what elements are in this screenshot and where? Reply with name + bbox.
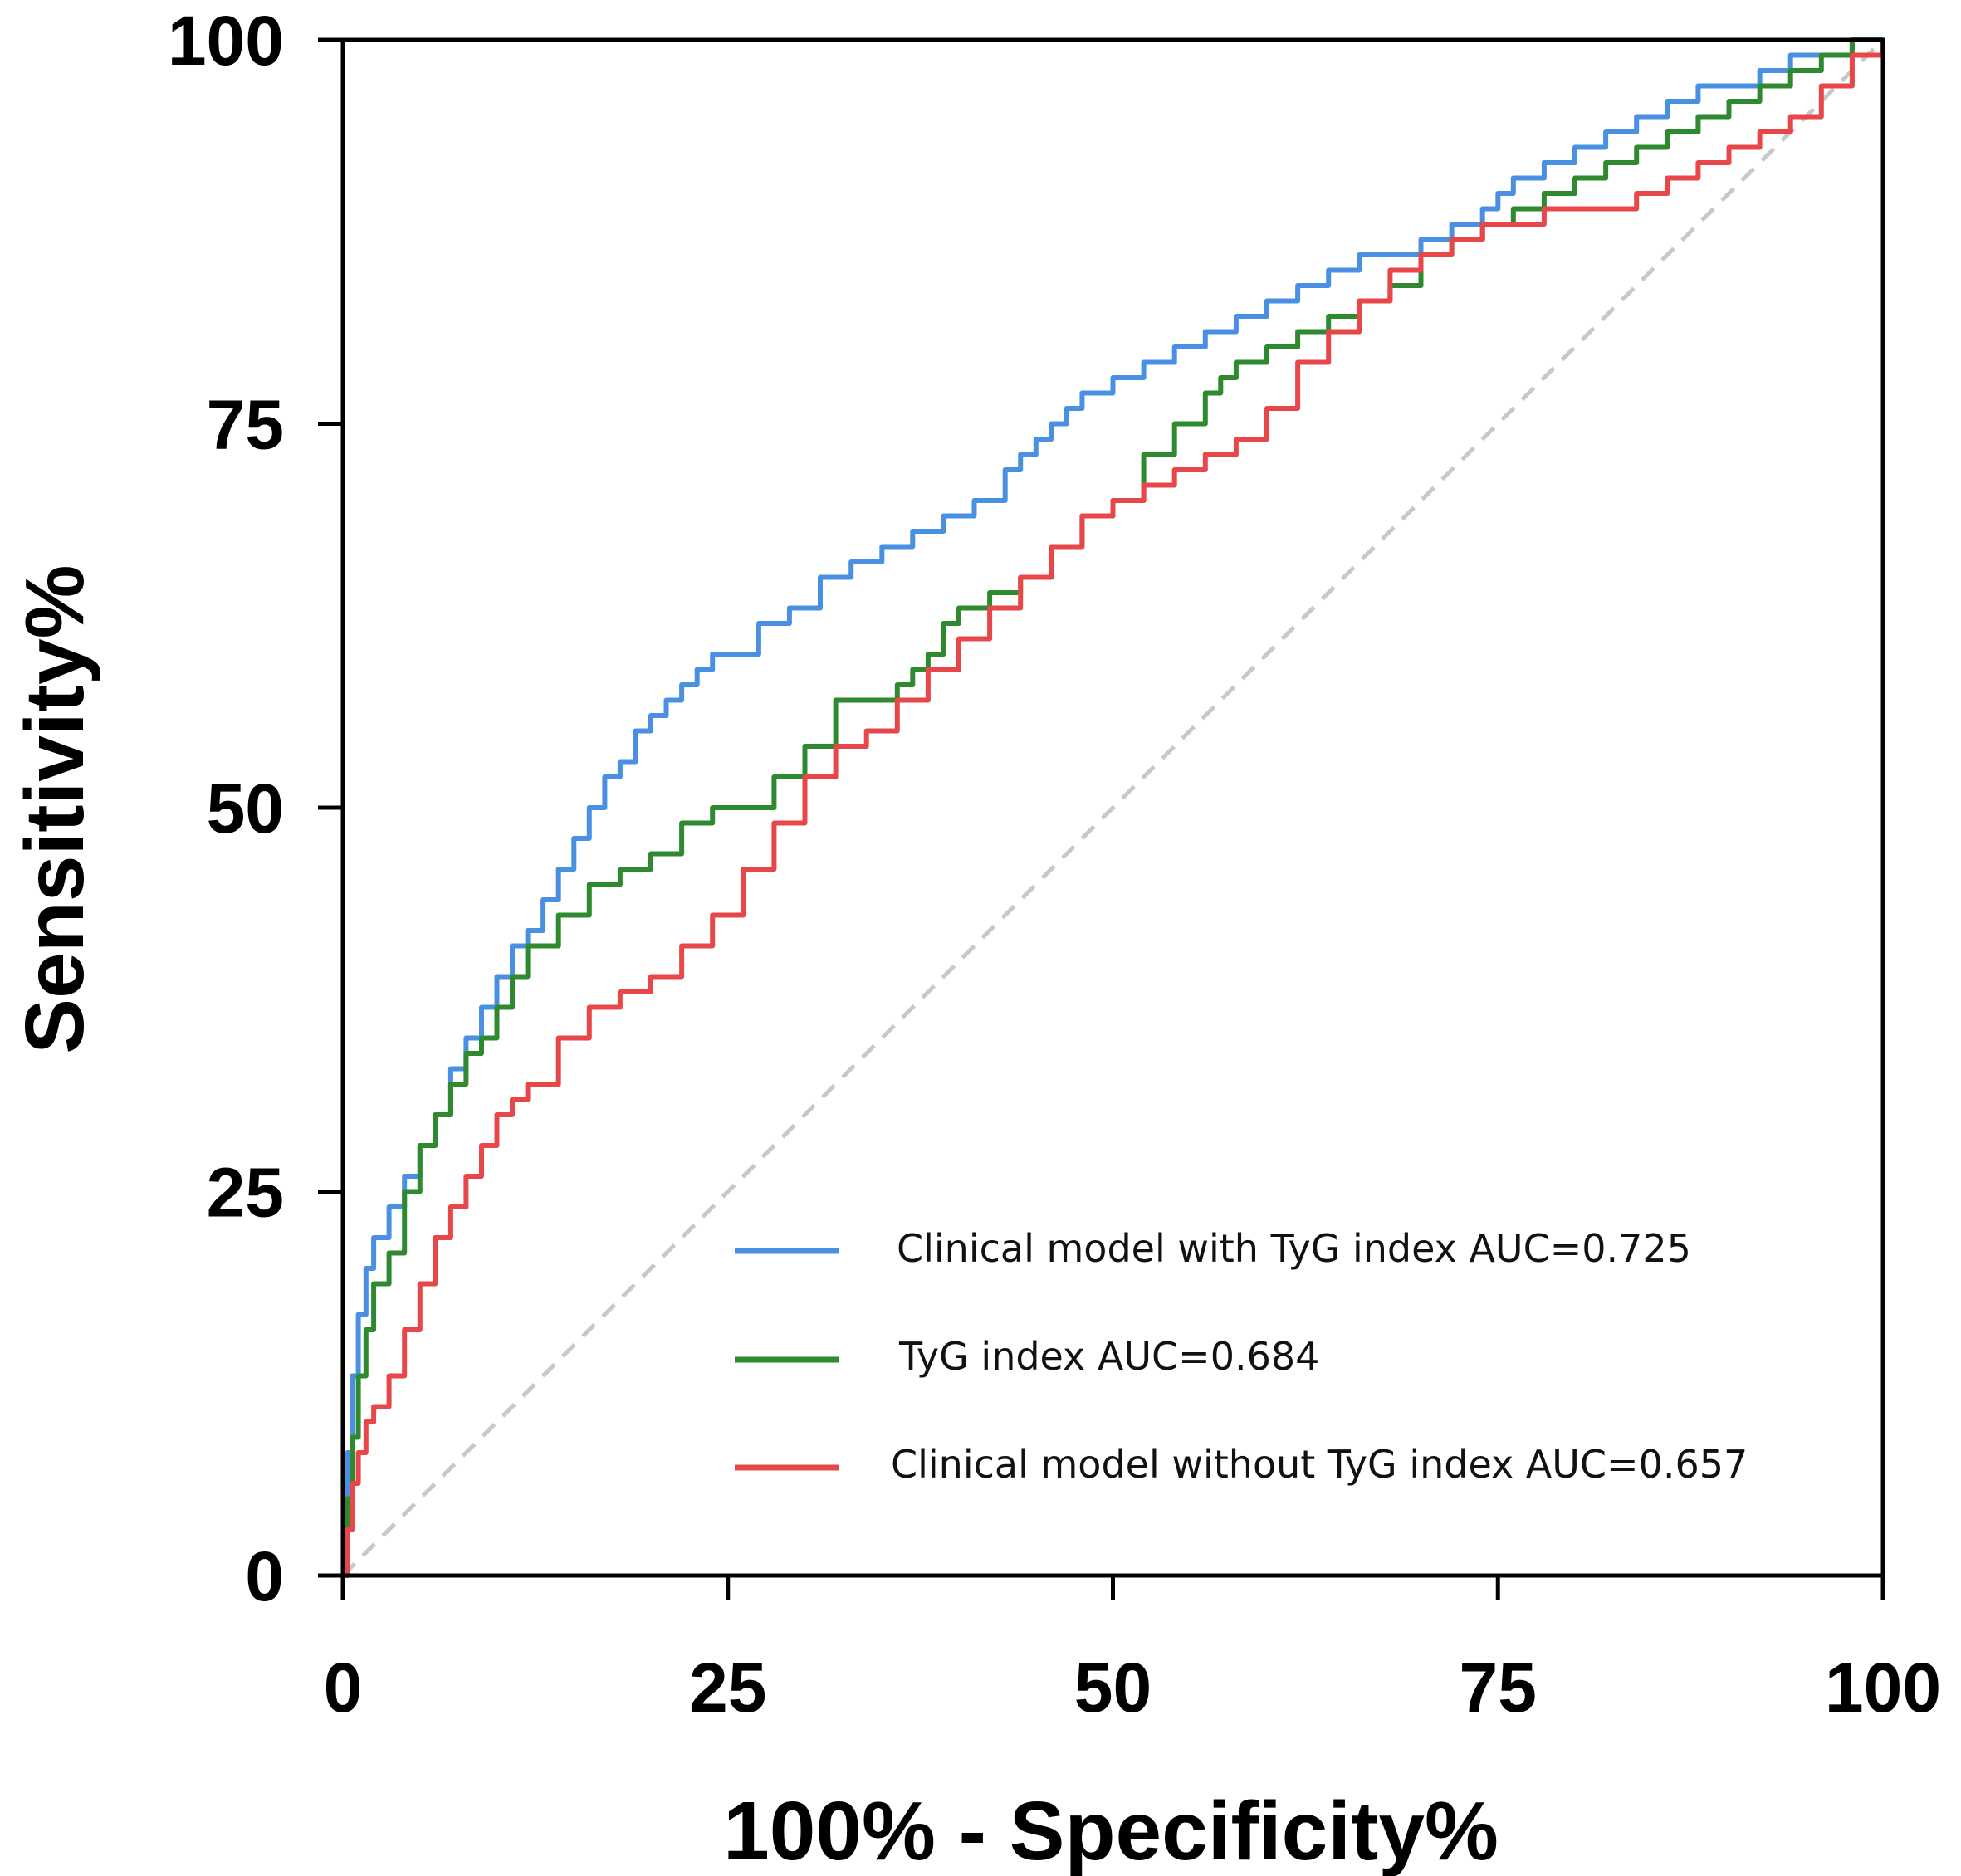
y-tick-label: 50 xyxy=(207,769,284,848)
legend-label-clinical-without-tyg: Clinical model without TyG index AUC=0.6… xyxy=(891,1442,1748,1487)
y-tick-label: 25 xyxy=(207,1154,284,1232)
x-axis-title: 100% - Specificity% xyxy=(723,1785,1499,1876)
legend-label-clinical-with-tyg: Clinical model with TyG index AUC=0.725 xyxy=(897,1226,1691,1271)
x-tick-label: 75 xyxy=(1460,1649,1537,1727)
x-tick-label: 25 xyxy=(689,1649,766,1727)
roc-curve-1 xyxy=(343,37,1883,1578)
roc-curve-0 xyxy=(343,37,1883,1578)
y-tick-label: 0 xyxy=(245,1537,284,1615)
x-tick-label: 50 xyxy=(1074,1649,1152,1727)
x-tick-label: 0 xyxy=(324,1649,363,1727)
series-layer xyxy=(343,37,1885,1578)
x-tick-label: 100 xyxy=(1825,1649,1941,1727)
legend: Clinical model with TyG index AUC=0.725 … xyxy=(735,1226,1748,1487)
y-tick-label: 75 xyxy=(207,386,284,464)
chance-reference-line xyxy=(341,38,1885,1577)
legend-label-tyg-index: TyG index AUC=0.684 xyxy=(898,1334,1319,1379)
tick-layer: 0 25 50 75 100 0 25 50 75 100 xyxy=(168,2,1941,1727)
y-axis-title: Sensitivity% xyxy=(8,564,101,1053)
roc-curve-2 xyxy=(343,40,1885,1578)
y-tick-label: 100 xyxy=(168,2,284,80)
